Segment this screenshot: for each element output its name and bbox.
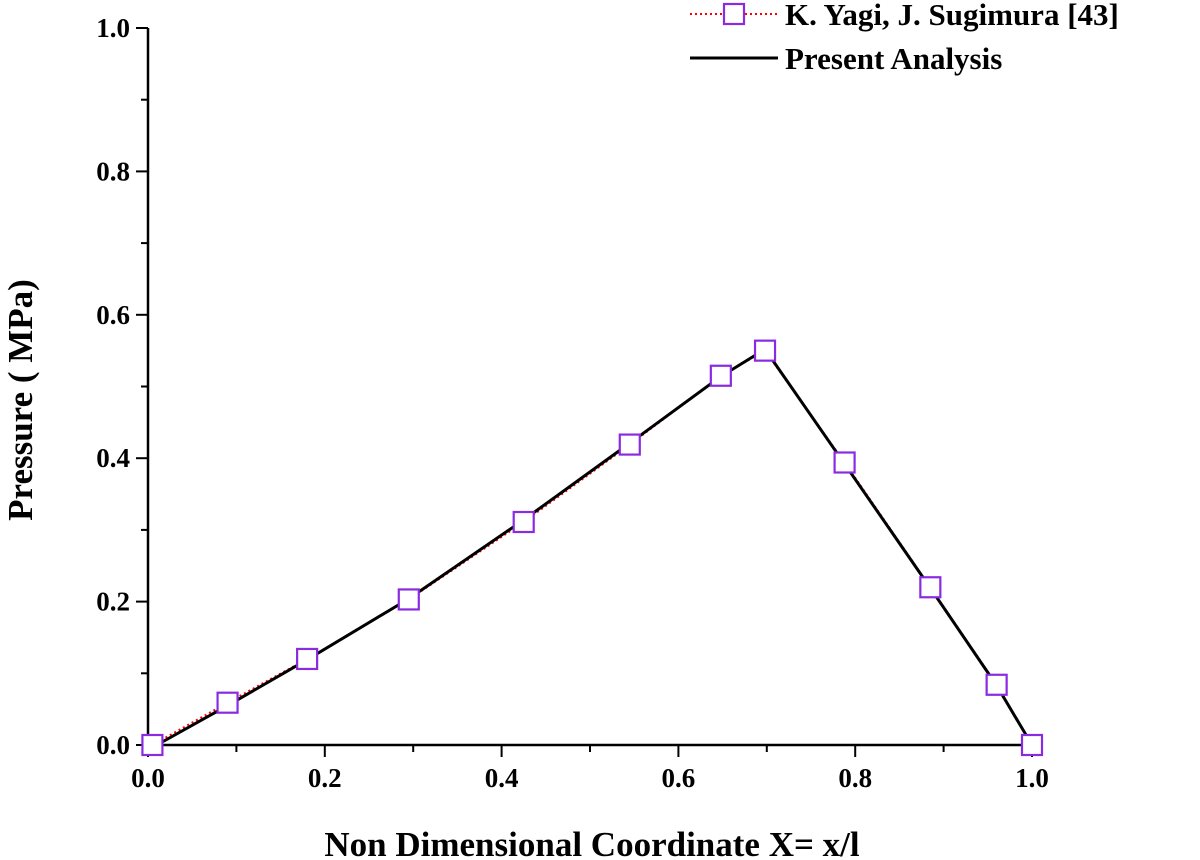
data-point-yagi-sugimura bbox=[296, 647, 319, 671]
x-tick-label: 0.8 bbox=[838, 763, 872, 793]
data-point-yagi-sugimura bbox=[512, 510, 535, 534]
legend-label-yagi: K. Yagi, J. Sugimura [43] bbox=[785, 0, 1119, 32]
series-line-yagi-sugimura bbox=[151, 349, 1033, 746]
tick-labels: 0.0 0.2 0.4 0.6 0.8 1.0 0.0 0.2 0.4 0.6 0.8 1.0 bbox=[96, 13, 1049, 793]
legend-label-present: Present Analysis bbox=[785, 41, 1002, 76]
y-tick-label: 1.0 bbox=[96, 13, 130, 43]
data-point-yagi-sugimura bbox=[618, 433, 641, 456]
axes bbox=[146, 28, 1032, 747]
series-line-present-analysis bbox=[156, 347, 1034, 747]
y-tick-label: 0.8 bbox=[96, 156, 130, 186]
y-tick-label: 0.2 bbox=[96, 587, 130, 617]
x-tick-label: 0.0 bbox=[131, 763, 165, 793]
tick-marks bbox=[136, 27, 1033, 757]
data-point-yagi-sugimura bbox=[1020, 733, 1044, 757]
data-point-yagi-sugimura bbox=[216, 691, 239, 714]
data-point-yagi-sugimura bbox=[919, 576, 942, 599]
y-tick-label: 0.6 bbox=[96, 300, 130, 330]
data-point-yagi-sugimura bbox=[753, 339, 777, 362]
legend-swatch-marker-yagi bbox=[722, 2, 746, 26]
y-tick-label: 0.4 bbox=[96, 443, 130, 473]
data-point-yagi-sugimura bbox=[397, 588, 420, 611]
y-tick-label: 0.0 bbox=[96, 730, 130, 760]
x-tick-label: 1.0 bbox=[1015, 763, 1049, 793]
x-axis-title: Non Dimensional Coordinate X= x/l bbox=[324, 825, 860, 860]
legend-item-present-analysis: Present Analysis bbox=[690, 41, 1002, 76]
legend-item-yagi-sugimura: K. Yagi, J. Sugimura [43] bbox=[690, 0, 1119, 32]
series-layer bbox=[141, 339, 1044, 757]
data-point-yagi-sugimura bbox=[709, 364, 732, 387]
data-point-yagi-sugimura bbox=[833, 451, 856, 474]
data-point-yagi-sugimura bbox=[141, 733, 164, 757]
y-axis-title: Pressure ( MPa) bbox=[1, 279, 40, 521]
x-tick-label: 0.4 bbox=[485, 763, 519, 793]
x-tick-label: 0.2 bbox=[308, 763, 342, 793]
data-point-yagi-sugimura bbox=[985, 673, 1008, 696]
x-tick-label: 0.6 bbox=[662, 763, 696, 793]
legend: K. Yagi, J. Sugimura [43] Present Analys… bbox=[690, 0, 1119, 76]
